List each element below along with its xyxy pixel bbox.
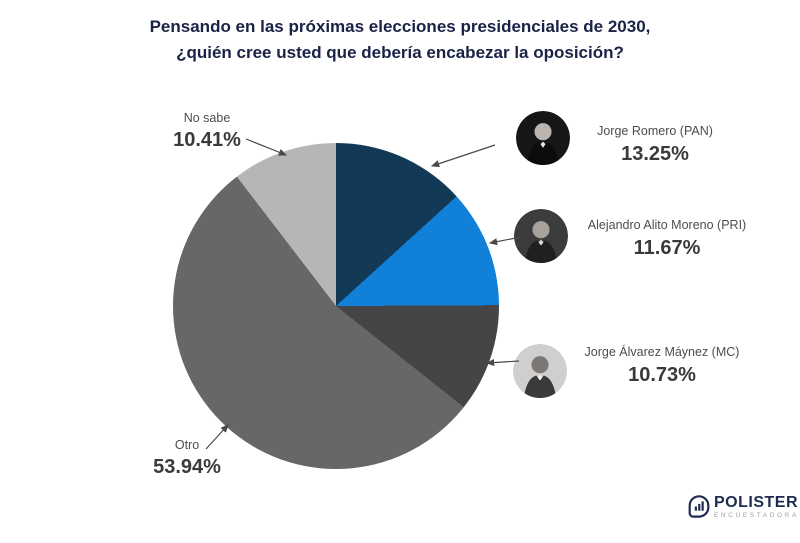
label-no-sabe: No sabe 10.41% [157,111,257,152]
polister-logo-subtitle: ENCUESTADORA [714,512,799,519]
legend-item-moreno: Alejandro Alito Moreno (PRI) 11.67% [567,218,767,260]
legend-moreno-name: Alejandro Alito Moreno (PRI) [587,218,747,232]
chart-title-line2: ¿quién cree usted que debería encabezar … [176,43,624,62]
chart-title: Pensando en las próximas elecciones pres… [0,14,800,66]
label-no-sabe-percent: 10.41% [173,129,241,151]
candidate-photo-moreno [514,209,568,263]
pie-chart [173,143,499,469]
legend-romero-name: Jorge Romero (PAN) [597,124,713,138]
polister-logo: POLISTER ENCUESTADORA [688,494,799,524]
legend-moreno-percent: 11.67% [633,237,701,259]
person-portrait-icon [516,111,570,165]
legend-romero-percent: 13.25% [621,143,689,165]
legend-maynez-percent: 10.73% [628,364,696,386]
chart-title-line1: Pensando en las próximas elecciones pres… [149,17,651,36]
polister-logo-icon [688,495,710,518]
legend-item-romero: Jorge Romero (PAN) 13.25% [580,124,730,166]
legend-item-maynez: Jorge Álvarez Máynez (MC) 10.73% [572,345,752,387]
label-otro-percent: 53.94% [153,456,221,478]
arrow-romero [430,144,496,168]
polister-logo-name: POLISTER [714,494,799,511]
legend-maynez-name: Jorge Álvarez Máynez (MC) [584,345,740,359]
label-otro-name: Otro [174,438,200,452]
polister-logo-text: POLISTER ENCUESTADORA [714,494,799,520]
person-portrait-icon [513,344,567,398]
label-otro: Otro 53.94% [127,438,247,479]
person-portrait-icon [514,209,568,263]
candidate-photo-romero [516,111,570,165]
label-no-sabe-name: No sabe [183,111,231,125]
candidate-photo-maynez [513,344,567,398]
